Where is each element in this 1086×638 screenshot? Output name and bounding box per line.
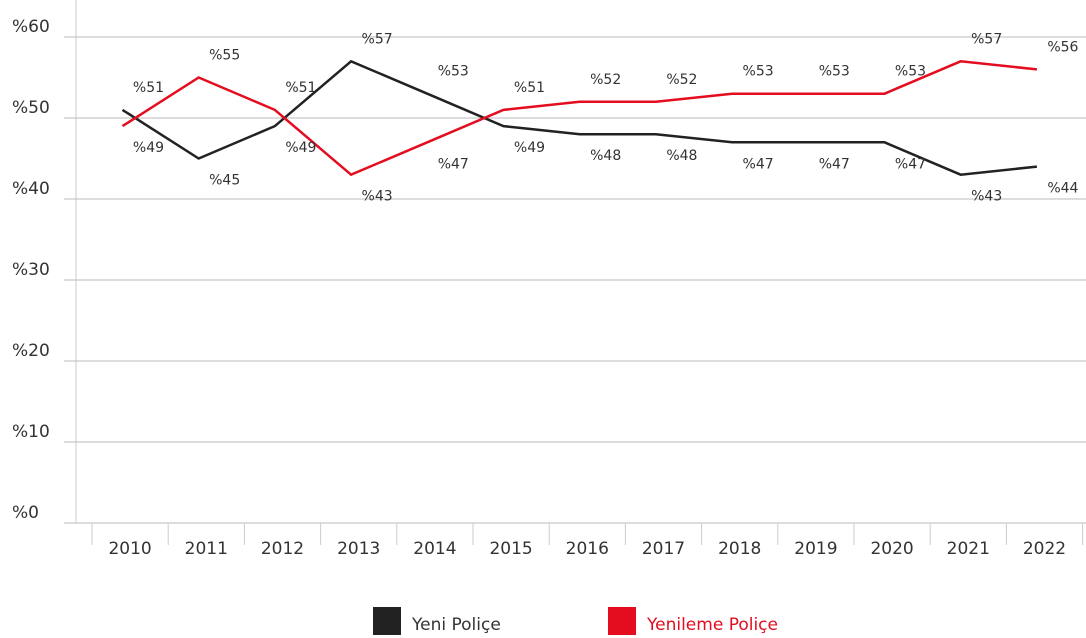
x-tick-label: 2020 — [870, 539, 913, 559]
x-tick-label: 2012 — [261, 539, 304, 559]
data-label: %51 — [133, 80, 164, 96]
x-tick-label: 2017 — [642, 539, 685, 559]
data-label: %53 — [743, 64, 774, 80]
y-tick-label: %10 — [12, 422, 50, 442]
data-label: %49 — [514, 140, 545, 156]
data-label: %43 — [971, 189, 1002, 205]
x-tick-label: 2013 — [337, 539, 380, 559]
line — [121, 59, 1038, 176]
y-tick-label: %60 — [12, 17, 50, 37]
data-label: %51 — [514, 80, 545, 96]
data-label: %47 — [895, 156, 926, 172]
legend-swatch — [608, 607, 636, 635]
x-tick-label: 2014 — [413, 539, 456, 559]
data-label: %53 — [895, 64, 926, 80]
data-label: %56 — [1047, 39, 1078, 55]
legend-label: Yeni Poliçe — [411, 615, 501, 635]
y-tick-label: %30 — [12, 260, 50, 280]
x-tick-label: 2010 — [108, 539, 151, 559]
x-tick-label: 2019 — [794, 539, 837, 559]
legend-label: Yenileme Poliçe — [646, 615, 778, 635]
data-label: %52 — [666, 72, 697, 88]
line — [121, 60, 1038, 177]
data-label: %48 — [590, 148, 621, 164]
x-tick-label: 2021 — [947, 539, 990, 559]
data-label: %43 — [362, 189, 393, 205]
data-label: %48 — [666, 148, 697, 164]
data-label: %53 — [438, 64, 469, 80]
data-label: %57 — [971, 31, 1002, 47]
y-tick-label: %0 — [12, 503, 39, 523]
x-tick-label: 2016 — [566, 539, 609, 559]
y-tick-label: %40 — [12, 179, 50, 199]
x-tick-label: 2015 — [489, 539, 532, 559]
data-label: %49 — [285, 140, 316, 156]
legend-swatch — [373, 607, 401, 635]
data-label: %51 — [285, 80, 316, 96]
x-tick-label: 2018 — [718, 539, 761, 559]
data-label: %47 — [819, 156, 850, 172]
data-label: %45 — [209, 173, 240, 189]
data-label: %55 — [209, 48, 240, 64]
data-label: %53 — [819, 64, 850, 80]
data-label: %57 — [362, 31, 393, 47]
data-label: %47 — [743, 156, 774, 172]
x-tick-label: 2011 — [185, 539, 228, 559]
data-label: %44 — [1047, 181, 1078, 197]
x-tick-label: 2022 — [1023, 539, 1066, 559]
data-label: %47 — [438, 156, 469, 172]
y-tick-label: %20 — [12, 341, 50, 361]
y-tick-label: %50 — [12, 98, 50, 118]
data-label: %52 — [590, 72, 621, 88]
data-label: %49 — [133, 140, 164, 156]
